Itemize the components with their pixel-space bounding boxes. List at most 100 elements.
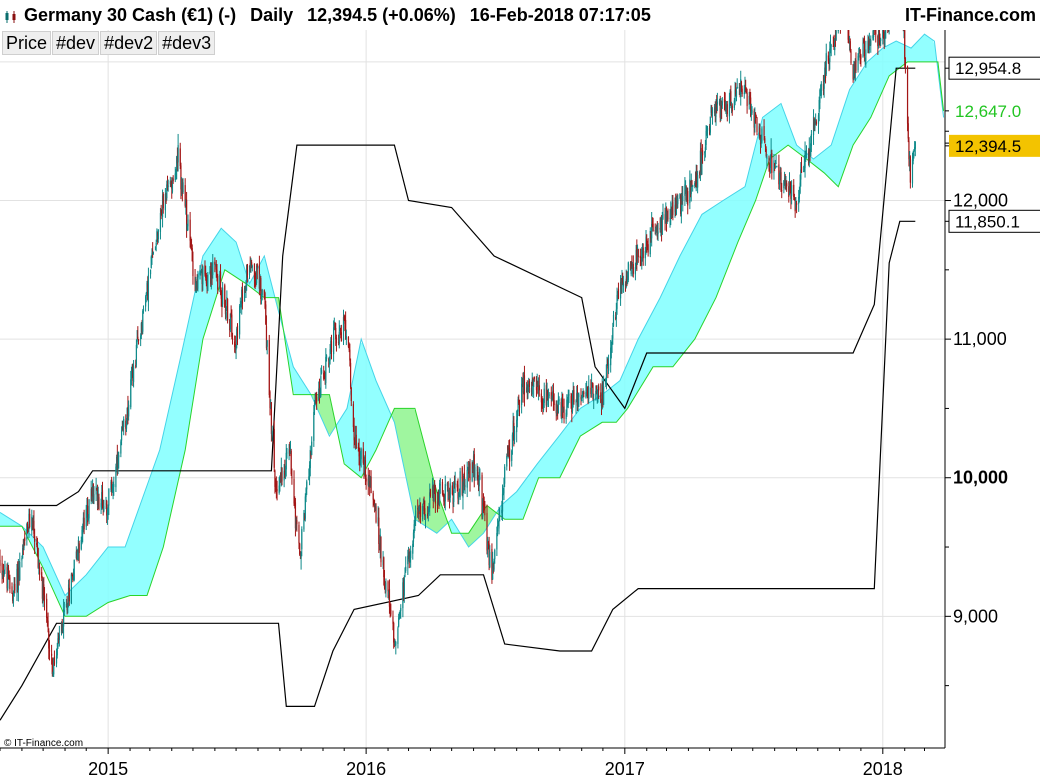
candle-body (591, 382, 593, 384)
candle-body (715, 103, 717, 117)
candle-body (255, 266, 258, 284)
candle-body (353, 425, 355, 441)
candle-body (303, 512, 305, 530)
candle-body (659, 227, 661, 230)
candle-body (468, 465, 470, 472)
candle-body (624, 284, 627, 286)
candle-body (447, 482, 449, 501)
candle-body (32, 517, 34, 526)
candle-body (469, 463, 471, 481)
candle-body (788, 186, 790, 197)
candle-body (869, 40, 871, 43)
candle-body (288, 449, 290, 454)
candle-body (29, 513, 31, 527)
candle-body (498, 516, 500, 529)
candle-body (305, 488, 307, 498)
candle-body (829, 43, 832, 52)
candle-body (726, 104, 728, 115)
candle-body (468, 469, 470, 474)
candle-body (229, 313, 232, 330)
channel-value: 12,954.8 (955, 59, 1021, 78)
candle-body (224, 308, 227, 315)
candle-body (176, 156, 178, 172)
tab-dev[interactable]: #dev (52, 31, 100, 55)
candle-body (352, 404, 355, 428)
candle-body (684, 184, 686, 196)
candle-body (33, 520, 35, 534)
candle-body (298, 525, 300, 544)
candle-body (423, 503, 425, 511)
candle-body (882, 25, 884, 38)
candle-body (127, 406, 129, 416)
candle-body (28, 513, 30, 530)
candle-body (230, 312, 232, 315)
candle-body (140, 335, 142, 340)
candle-body (156, 231, 158, 242)
candle-body (562, 393, 564, 413)
candle-body (318, 386, 321, 398)
candle-body (384, 586, 386, 590)
candle-body (145, 296, 147, 307)
candle-body (389, 606, 391, 611)
candle-body (398, 618, 400, 620)
candle-body (516, 419, 518, 433)
candle-body (563, 406, 565, 420)
tab-price[interactable]: Price (2, 31, 52, 55)
candle-body (236, 325, 239, 338)
candle-body (118, 455, 120, 458)
candle-body (759, 127, 761, 137)
candle-body (706, 127, 709, 131)
candle-body (137, 336, 139, 340)
candle-body (185, 200, 187, 205)
candle-body (566, 399, 568, 415)
candle-body (16, 568, 18, 593)
candle-body (214, 261, 216, 265)
candle-body (721, 101, 723, 106)
candle-body (308, 476, 310, 480)
candle-body (735, 91, 738, 98)
y-tick-label: 10,000 (953, 468, 1008, 488)
candle-body (461, 467, 463, 495)
tab-dev2[interactable]: #dev2 (100, 31, 158, 55)
candle-body (670, 209, 672, 217)
candle-body (701, 150, 704, 156)
candle-body (508, 447, 510, 450)
candle-body (3, 572, 5, 575)
candle-body (171, 178, 174, 192)
candle-body (446, 483, 449, 487)
candle-body (97, 496, 99, 509)
candle-body (338, 331, 340, 345)
candle-body (690, 181, 692, 195)
candle-body (81, 529, 83, 541)
candle-body (354, 437, 357, 441)
candle-body (63, 610, 65, 612)
candle-body (17, 567, 19, 589)
candle-body (254, 276, 256, 280)
candle-body (34, 535, 36, 542)
candle-body (419, 505, 421, 511)
candle-body (598, 386, 600, 391)
tab-dev3[interactable]: #dev3 (158, 31, 216, 55)
y-tick-label: 12,000 (953, 191, 1008, 211)
candle-body (616, 294, 618, 309)
candle-body (605, 364, 608, 381)
candle-body (296, 520, 298, 525)
candle-body (800, 166, 803, 173)
candle-body (603, 386, 605, 405)
candle-body (573, 390, 575, 403)
candle-body (90, 488, 92, 501)
candle-body (705, 130, 707, 145)
candle-body (280, 472, 282, 480)
candle-body (631, 265, 634, 269)
candle-body (749, 95, 751, 100)
candle-body (661, 216, 663, 235)
candle-body (682, 196, 684, 202)
candle-body (523, 377, 525, 392)
candle-body (358, 447, 360, 457)
candle-body (810, 134, 813, 147)
candle-body (191, 248, 193, 262)
candle-body (551, 398, 553, 401)
candle-body (665, 210, 668, 223)
brand-name: IT-Finance.com (904, 5, 1036, 25)
